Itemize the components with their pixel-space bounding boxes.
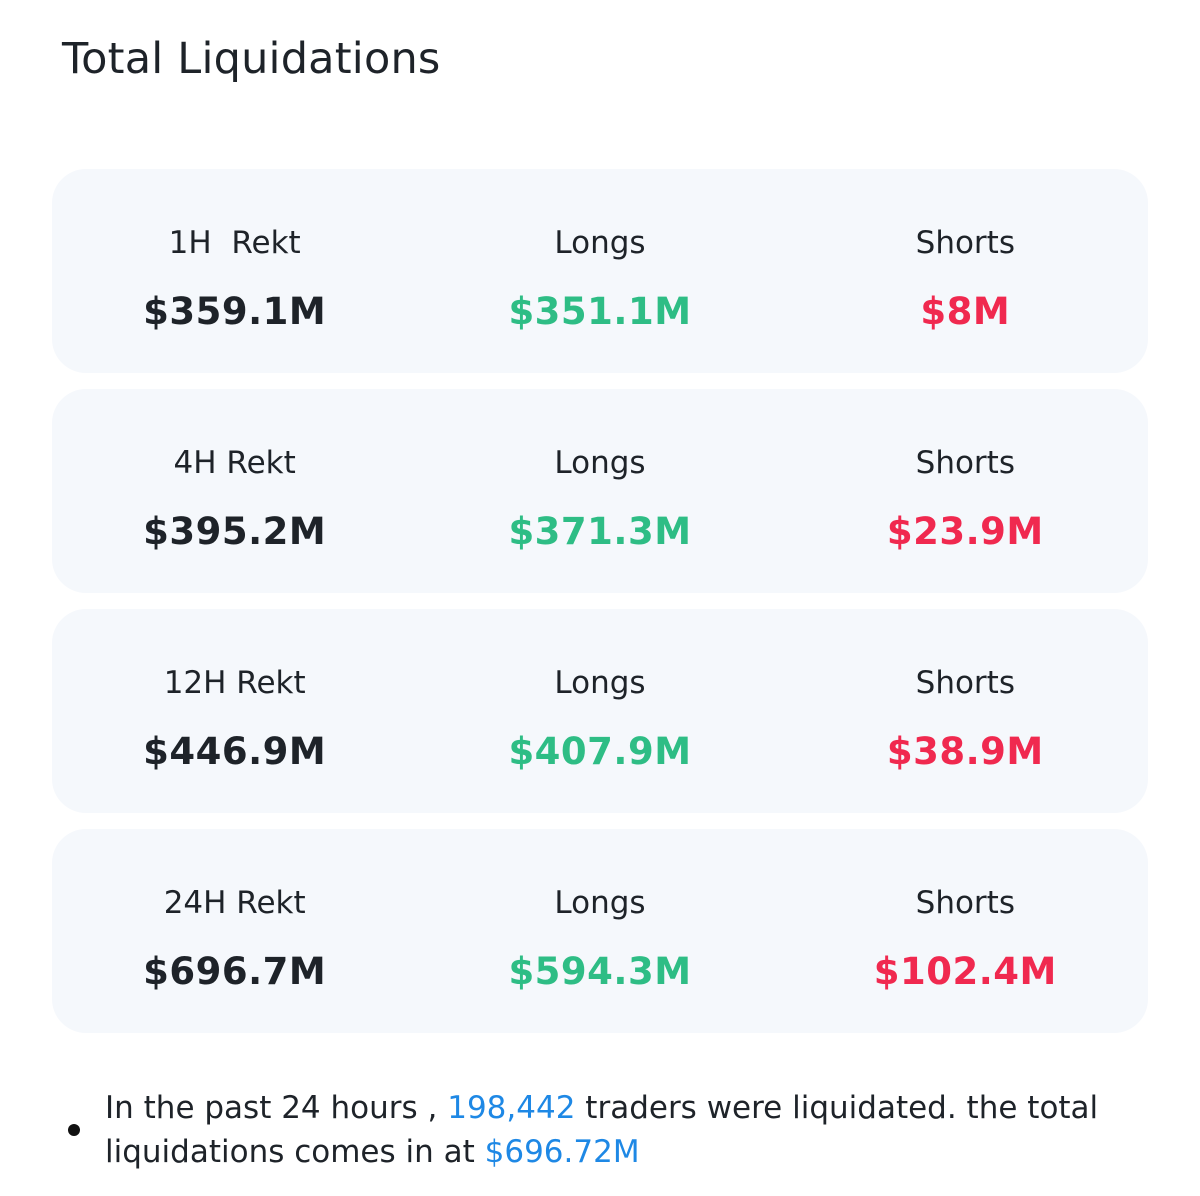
shorts-label: Shorts — [915, 885, 1015, 921]
card-4h: 4H Rekt $395.2M Longs $371.3M Shorts $23… — [52, 389, 1148, 593]
total-amount: $696.72M — [484, 1134, 640, 1170]
shorts-column: Shorts $38.9M — [783, 609, 1148, 813]
longs-value: $371.3M — [508, 510, 692, 553]
longs-value: $594.3M — [508, 950, 692, 993]
shorts-column: Shorts $102.4M — [783, 829, 1148, 1033]
total-column: 24H Rekt $696.7M — [52, 829, 417, 1033]
page-title: Total Liquidations — [62, 34, 441, 84]
longs-column: Longs $594.3M — [417, 829, 782, 1033]
shorts-label: Shorts — [915, 445, 1015, 481]
period-label: 4H Rekt — [173, 445, 296, 481]
summary-note: In the past 24 hours , 198,442 traders w… — [68, 1086, 1148, 1174]
liquidation-cards: 1H Rekt $359.1M Longs $351.1M Shorts $8M… — [52, 169, 1148, 1049]
period-label: 24H Rekt — [163, 885, 306, 921]
longs-label: Longs — [554, 445, 646, 481]
card-12h: 12H Rekt $446.9M Longs $407.9M Shorts $3… — [52, 609, 1148, 813]
longs-column: Longs $371.3M — [417, 389, 782, 593]
total-value: $446.9M — [143, 730, 327, 773]
summary-part1: In the past 24 hours , — [105, 1090, 448, 1126]
summary-part2: traders were liquidated. the total liqui… — [105, 1090, 1099, 1170]
longs-column: Longs $407.9M — [417, 609, 782, 813]
total-column: 1H Rekt $359.1M — [52, 169, 417, 373]
longs-label: Longs — [554, 665, 646, 701]
total-value: $395.2M — [143, 510, 327, 553]
longs-value: $407.9M — [508, 730, 692, 773]
period-label: 1H Rekt — [168, 225, 301, 261]
total-column: 12H Rekt $446.9M — [52, 609, 417, 813]
shorts-value: $102.4M — [873, 950, 1057, 993]
shorts-value: $8M — [920, 290, 1011, 333]
summary-text: In the past 24 hours , 198,442 traders w… — [105, 1086, 1125, 1174]
total-value: $359.1M — [143, 290, 327, 333]
bullet-dot-icon — [68, 1124, 80, 1136]
card-1h: 1H Rekt $359.1M Longs $351.1M Shorts $8M — [52, 169, 1148, 373]
shorts-column: Shorts $8M — [783, 169, 1148, 373]
longs-label: Longs — [554, 885, 646, 921]
shorts-value: $23.9M — [886, 510, 1044, 553]
longs-column: Longs $351.1M — [417, 169, 782, 373]
shorts-label: Shorts — [915, 225, 1015, 261]
shorts-column: Shorts $23.9M — [783, 389, 1148, 593]
longs-value: $351.1M — [508, 290, 692, 333]
shorts-value: $38.9M — [886, 730, 1044, 773]
card-24h: 24H Rekt $696.7M Longs $594.3M Shorts $1… — [52, 829, 1148, 1033]
shorts-label: Shorts — [915, 665, 1015, 701]
total-value: $696.7M — [143, 950, 327, 993]
traders-count: 198,442 — [447, 1090, 576, 1126]
period-label: 12H Rekt — [163, 665, 306, 701]
longs-label: Longs — [554, 225, 646, 261]
total-column: 4H Rekt $395.2M — [52, 389, 417, 593]
